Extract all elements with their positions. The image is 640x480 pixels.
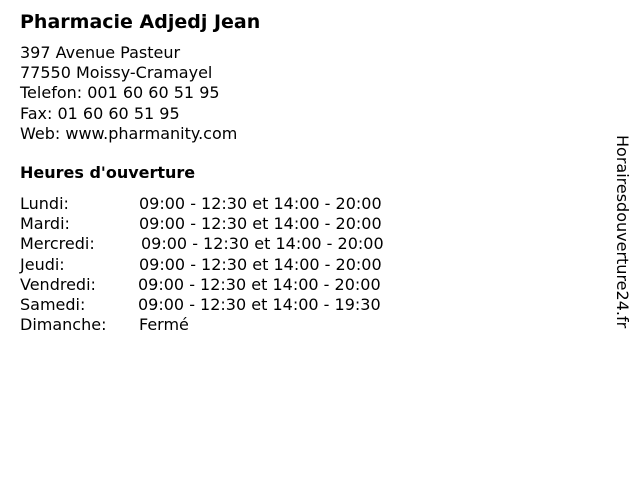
hours-row: Samedi: 09:00 - 12:30 et 14:00 - 19:30 bbox=[20, 295, 384, 315]
day-label: Lundi: bbox=[20, 194, 69, 213]
hours-row: Dimanche: Fermé bbox=[20, 315, 384, 335]
day-label: Vendredi: bbox=[20, 274, 96, 294]
time-value: 09:00 - 12:30 et 14:00 - 20:00 bbox=[139, 214, 382, 234]
side-brand-text: Horairesdouverture24.fr bbox=[613, 135, 632, 329]
day-label: Mercredi: bbox=[20, 234, 95, 254]
hours-heading: Heures d'ouverture bbox=[20, 163, 196, 182]
time-value: 09:00 - 12:30 et 14:00 - 20:00 bbox=[138, 274, 381, 294]
time-value: Fermé bbox=[139, 315, 189, 335]
hours-table: Lundi: 09:00 - 12:30 et 14:00 - 20:00 Mar… bbox=[20, 194, 384, 335]
hours-row: Mercredi: 09:00 - 12:30 et 14:00 - 20:00 bbox=[20, 234, 384, 254]
hours-row: Lundi: 09:00 - 12:30 et 14:00 - 20:00 bbox=[20, 194, 384, 214]
time-value: 09:00 - 12:30 et 14:00 - 20:00 bbox=[139, 254, 382, 274]
time-value: 09:00 - 12:30 et 14:00 - 19:30 bbox=[138, 295, 381, 315]
hours-row: Mardi: 09:00 - 12:30 et 14:00 - 20:00 bbox=[20, 214, 384, 234]
city-address: 77550 Moissy-Cramayel bbox=[20, 63, 213, 83]
phone: Telefon: 001 60 60 51 95 bbox=[20, 83, 220, 103]
street-address: 397 Avenue Pasteur bbox=[20, 43, 181, 62]
time-value: 09:00 - 12:30 et 14:00 - 20:00 bbox=[141, 234, 384, 254]
time-value: 09:00 - 12:30 et 14:00 - 20:00 bbox=[139, 194, 382, 213]
pharmacy-title: Pharmacie Adjedj Jean bbox=[20, 11, 261, 33]
day-label: Jeudi: bbox=[20, 254, 65, 274]
website: Web: www.pharmanity.com bbox=[20, 123, 238, 143]
day-label: Samedi: bbox=[20, 295, 86, 315]
fax: Fax: 01 60 60 51 95 bbox=[20, 103, 180, 123]
day-label: Mardi: bbox=[20, 214, 70, 234]
hours-row: Jeudi: 09:00 - 12:30 et 14:00 - 20:00 bbox=[20, 255, 384, 275]
contact-info: 397 Avenue Pasteur 77550 Moissy-Cramayel… bbox=[20, 43, 237, 144]
day-label: Dimanche: bbox=[20, 315, 107, 335]
hours-row: Vendredi: 09:00 - 12:30 et 14:00 - 20:00 bbox=[20, 275, 384, 295]
